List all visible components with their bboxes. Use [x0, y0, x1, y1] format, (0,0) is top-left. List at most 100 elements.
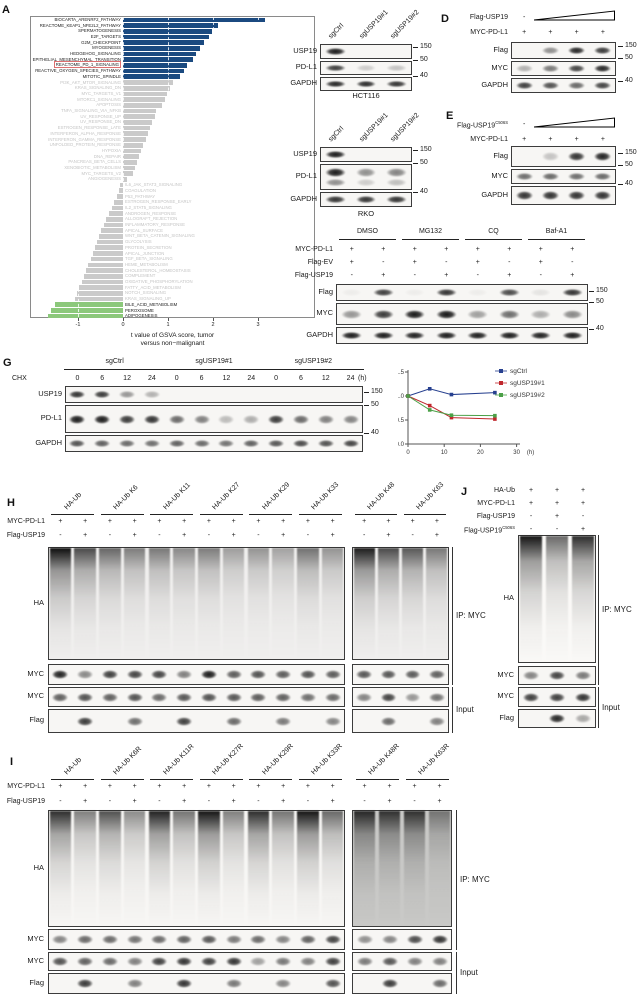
- gsva-bar-label: DNA_REPAIR: [93, 153, 121, 159]
- condition-value: +: [330, 532, 335, 539]
- gsva-bar: [54, 302, 123, 308]
- ub-smear: [297, 811, 319, 926]
- condition-label: HA-Ub: [493, 487, 515, 494]
- protein-band: [92, 413, 113, 425]
- protein-band: [513, 64, 535, 73]
- protein-band: [174, 934, 195, 945]
- bracket-label: IP: MYC: [602, 605, 632, 614]
- gsva-bar: [92, 251, 123, 256]
- group-underline: [150, 514, 194, 515]
- gsva-bar: [79, 285, 123, 290]
- protein-band: [92, 438, 113, 449]
- timepoint: 24: [247, 375, 256, 382]
- gsva-bar-label: TGF_BETA_SIGNALING: [125, 256, 173, 262]
- condition-value: +: [444, 246, 449, 253]
- condition-value: +: [330, 783, 335, 790]
- panel-label-h: H: [7, 497, 15, 509]
- gsva-bar: [123, 45, 201, 51]
- condition-value: +: [305, 783, 310, 790]
- gsva-axis-tick: [258, 318, 259, 321]
- condition-value: -: [362, 532, 366, 539]
- gsva-gridline: [213, 17, 214, 317]
- gsva-bar: [123, 51, 197, 57]
- titration-triangle: [534, 10, 616, 21]
- gsva-bar: [123, 108, 157, 114]
- protein-band: [572, 691, 594, 703]
- protein-band: [592, 172, 614, 181]
- panel-label-i: I: [10, 756, 14, 768]
- protein-band: [546, 670, 568, 681]
- ub-smear: [99, 548, 121, 659]
- svg-text:0.5: 0.5: [398, 418, 405, 424]
- mw-label: 40: [625, 77, 633, 84]
- protein-band: [496, 287, 522, 298]
- condition-value: -: [108, 532, 112, 539]
- ub-smear: [148, 548, 170, 659]
- gsva-bar: [123, 102, 163, 108]
- gsva-bar-label: PANCREAS_BETA_CELLS: [68, 159, 121, 165]
- protein-band: [429, 934, 450, 945]
- gsva-bar-label: MYC_TARGETS_V2: [81, 170, 121, 176]
- blot-row-label: Flag: [29, 715, 44, 724]
- condition-value: +: [132, 532, 137, 539]
- group-underline: [249, 779, 293, 780]
- mw-label: 40: [371, 429, 379, 436]
- protein-band: [592, 64, 614, 73]
- mw-label: 50: [625, 161, 633, 168]
- mw-tick: [618, 58, 623, 59]
- gsva-tick-label: 2: [211, 322, 215, 328]
- group-header: HA-Ub K29: [261, 481, 292, 512]
- gsva-bar: [97, 239, 123, 245]
- protein-band: [124, 691, 145, 703]
- gsva-bar-label: MITOTIC_SPINDLE: [82, 73, 121, 79]
- protein-band: [513, 81, 535, 90]
- gsva-bar-label: FATTY_ACID_METABOLISM: [125, 284, 181, 290]
- protein-band: [496, 330, 522, 341]
- blot-row-label: GAPDH: [290, 193, 317, 203]
- condition-value: +: [528, 500, 534, 507]
- protein-band: [323, 178, 348, 188]
- protein-band: [539, 81, 561, 90]
- protein-band: [378, 691, 399, 703]
- condition-value: +: [548, 29, 553, 36]
- protein-band: [266, 413, 286, 425]
- group-underline: [100, 779, 144, 780]
- mw-tick: [618, 81, 623, 82]
- condition-value: +: [574, 29, 579, 36]
- blot-row-label: Flag: [29, 977, 44, 987]
- gsva-bar: [95, 245, 123, 251]
- blot-row-label: MYC: [497, 669, 514, 679]
- condition-value: +: [305, 518, 310, 525]
- protein-band: [223, 978, 244, 989]
- blot-row-label: MYC: [497, 691, 514, 700]
- gsva-bar: [111, 205, 123, 211]
- protein-band: [513, 172, 535, 181]
- group-underline: [249, 514, 293, 515]
- gsva-bar-label: ESTROGEN_RESPONSE_EARLY: [125, 199, 192, 205]
- blot-box: [48, 810, 345, 927]
- gsva-bar-label: E2F_TARGETS: [90, 33, 121, 39]
- data-point: [493, 390, 497, 395]
- condition-value: +: [206, 783, 211, 790]
- protein-band: [198, 956, 219, 967]
- protein-band: [465, 330, 491, 341]
- gsva-bar: [118, 188, 123, 194]
- blot-row-label: MYC: [316, 308, 333, 317]
- group-label: MG132: [419, 228, 442, 235]
- blot-box: [48, 547, 345, 660]
- gsva-bar-label: PEROXISOME: [125, 307, 154, 313]
- ub-smear: [377, 548, 399, 659]
- timepoint: 0: [174, 375, 179, 382]
- group-header: HA-Ub K11R: [162, 743, 196, 777]
- condition-value: +: [231, 783, 236, 790]
- data-point: [449, 392, 454, 397]
- mw-label: 40: [420, 72, 428, 79]
- gsva-bar: [123, 154, 139, 159]
- mw-label: 150: [420, 146, 432, 153]
- condition-value: +: [256, 783, 261, 790]
- condition-value: -: [555, 526, 559, 533]
- protein-band: [520, 670, 542, 681]
- protein-band: [273, 715, 294, 727]
- protein-band: [216, 413, 237, 425]
- panel-label-d: D: [441, 13, 449, 25]
